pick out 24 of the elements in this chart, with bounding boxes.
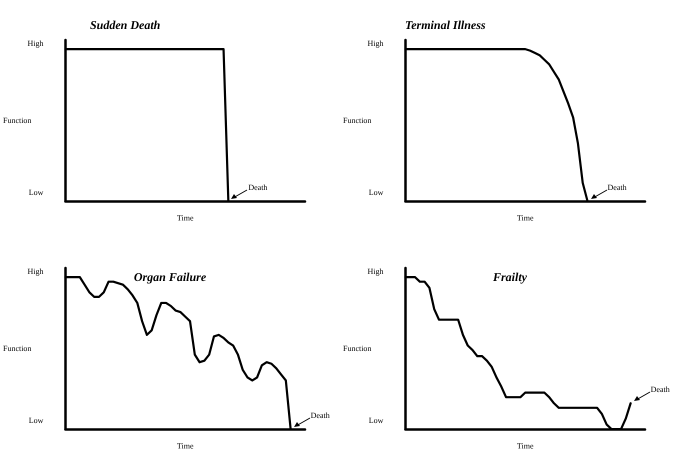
y-axis-title: Function [2,344,32,354]
x-axis-title: Time [516,214,534,222]
annotation: Death [248,183,268,194]
text: Low [28,416,44,426]
chart-title: Frailty [492,270,528,284]
annotation: Death [608,183,627,194]
y-axis-title: Function [2,116,32,126]
text: High [367,267,384,277]
text: Low [368,188,384,198]
text: High [27,39,44,49]
y-axis-title: Function [342,344,372,354]
x-axis-title: Time [176,442,194,450]
text: Death [650,385,670,396]
text: High [367,39,384,49]
x-axis-title: Time [176,214,194,222]
chart-title: Terminal Illness [405,18,486,32]
text: Death [310,411,330,422]
y-axis-title: Function [342,116,372,126]
x-axis-title: Time [516,442,534,450]
text: Low [368,416,384,426]
text: Low [28,188,44,198]
text: High [27,267,44,277]
chart-title: Organ Failure [134,270,207,284]
chart-title: Sudden Death [90,18,161,32]
